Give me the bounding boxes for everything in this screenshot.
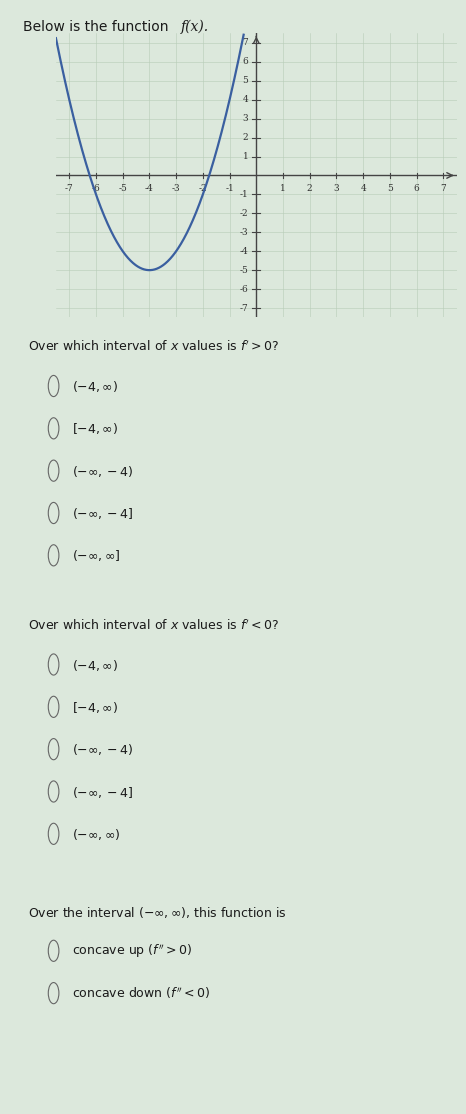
Text: -2: -2 [240, 208, 248, 218]
Text: -6: -6 [92, 184, 100, 193]
Text: -4: -4 [240, 246, 248, 256]
Text: 4: 4 [360, 184, 366, 193]
Text: Over which interval of $x$ values is $f' > 0$?: Over which interval of $x$ values is $f'… [28, 340, 279, 354]
Text: Over which interval of $x$ values is $f' < 0$?: Over which interval of $x$ values is $f'… [28, 618, 279, 633]
Text: $[-4, \infty)$: $[-4, \infty)$ [72, 421, 118, 437]
Text: Below is the function: Below is the function [23, 20, 173, 35]
Text: 6: 6 [242, 57, 248, 67]
Text: f(x).: f(x). [181, 20, 209, 35]
Text: 2: 2 [307, 184, 313, 193]
Text: -7: -7 [240, 303, 248, 313]
Text: 1: 1 [242, 152, 248, 162]
Text: -3: -3 [172, 184, 180, 193]
Text: 1: 1 [280, 184, 286, 193]
Text: 6: 6 [414, 184, 419, 193]
Text: -3: -3 [240, 227, 248, 237]
Text: 7: 7 [242, 38, 248, 48]
Text: -5: -5 [118, 184, 127, 193]
Text: 2: 2 [243, 133, 248, 143]
Text: -1: -1 [225, 184, 234, 193]
Text: 3: 3 [334, 184, 339, 193]
Text: 7: 7 [440, 184, 446, 193]
Text: 5: 5 [242, 76, 248, 86]
Text: $(-\infty, \infty]$: $(-\infty, \infty]$ [72, 548, 121, 564]
Text: -5: -5 [240, 265, 248, 275]
Text: -1: -1 [240, 189, 248, 199]
Text: 5: 5 [387, 184, 393, 193]
Text: $[-4, \infty)$: $[-4, \infty)$ [72, 700, 118, 715]
Text: $(-\infty, -4)$: $(-\infty, -4)$ [72, 463, 134, 479]
Text: $(-\infty, -4]$: $(-\infty, -4]$ [72, 784, 134, 800]
Text: $(-\infty, -4]$: $(-\infty, -4]$ [72, 506, 134, 521]
Text: $(-\infty, -4)$: $(-\infty, -4)$ [72, 742, 134, 758]
Text: 4: 4 [242, 95, 248, 105]
Text: -7: -7 [65, 184, 74, 193]
Text: Over the interval $(-\infty, \infty)$, this function is: Over the interval $(-\infty, \infty)$, t… [28, 905, 287, 919]
Text: concave up $(f'' > 0)$: concave up $(f'' > 0)$ [72, 942, 192, 960]
Text: concave down $(f'' < 0)$: concave down $(f'' < 0)$ [72, 986, 211, 1001]
Text: 3: 3 [243, 114, 248, 124]
Text: -4: -4 [145, 184, 154, 193]
Text: -2: -2 [199, 184, 207, 193]
Text: -6: -6 [240, 284, 248, 294]
Text: $(-4, \infty)$: $(-4, \infty)$ [72, 657, 118, 673]
Text: $(-\infty, \infty)$: $(-\infty, \infty)$ [72, 827, 121, 842]
Text: $(-4, \infty)$: $(-4, \infty)$ [72, 379, 118, 394]
